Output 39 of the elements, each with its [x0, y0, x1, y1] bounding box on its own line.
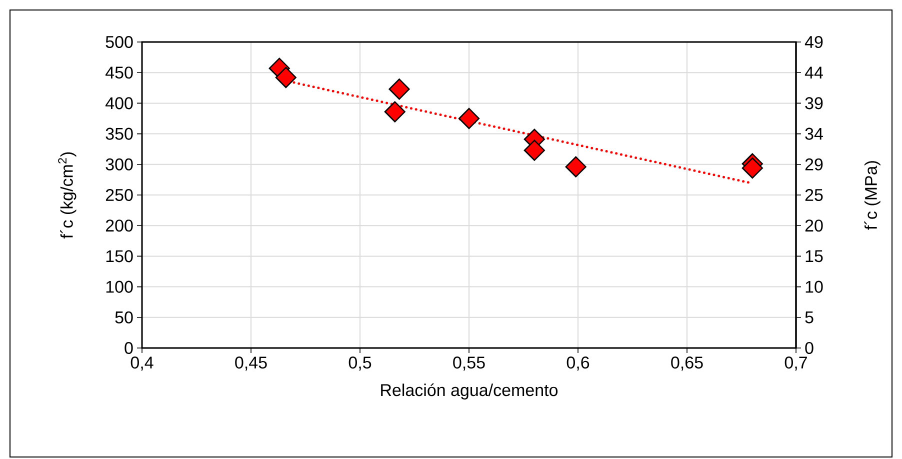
y-tick-label: 400	[106, 97, 133, 110]
x-tick-label: 0,7	[784, 356, 807, 371]
y-tick-label: 250	[106, 188, 133, 202]
y2-tick-label: 5	[805, 311, 814, 324]
x-tick-label: 0,5	[348, 356, 372, 371]
point	[384, 101, 406, 122]
y2-tick-label: 49	[804, 36, 823, 48]
y-axis-title: f´c (kg/cm$^{2}$)	[58, 152, 76, 238]
y-tick-label: 200	[106, 220, 133, 232]
y-tick-label: 350	[106, 128, 133, 140]
y-tick-label: 150	[106, 250, 133, 262]
point	[458, 108, 480, 130]
x-tick-label: 0,45	[235, 356, 267, 371]
y2-tick-label: 44	[804, 66, 823, 78]
y2-tick-label: 39	[805, 97, 823, 110]
x-tick-label: 0,55	[453, 356, 485, 371]
y2-tick-label: 15	[806, 250, 823, 262]
y2-tick-label: 10	[806, 280, 823, 293]
point	[565, 156, 586, 178]
y2-tick-label: 0	[805, 342, 814, 354]
y-tick-label: 100	[106, 280, 133, 293]
point	[742, 158, 763, 179]
point	[275, 66, 296, 88]
x-tick-label: 0,6	[566, 356, 590, 371]
y-tick-label: 300	[106, 158, 133, 170]
y2-axis-title: f´c (MPa)	[864, 161, 880, 230]
y-tick-label: 500	[106, 36, 133, 48]
y2-tick-label: 20	[805, 220, 823, 232]
x-tick-label: 0,4	[130, 356, 154, 371]
point	[388, 78, 410, 100]
y-tick-label: 50	[115, 311, 133, 324]
point	[524, 140, 545, 161]
y2-tick-label: 25	[805, 188, 823, 202]
y2-tick-label: 29	[805, 158, 823, 170]
y-tick-label: 0	[124, 342, 133, 354]
x-axis-title: Relación agua/cemento	[381, 383, 558, 400]
y2-tick-label: 34	[805, 128, 823, 140]
x-tick-label: 0,65	[671, 356, 703, 371]
y-tick-label: 450	[106, 66, 133, 79]
